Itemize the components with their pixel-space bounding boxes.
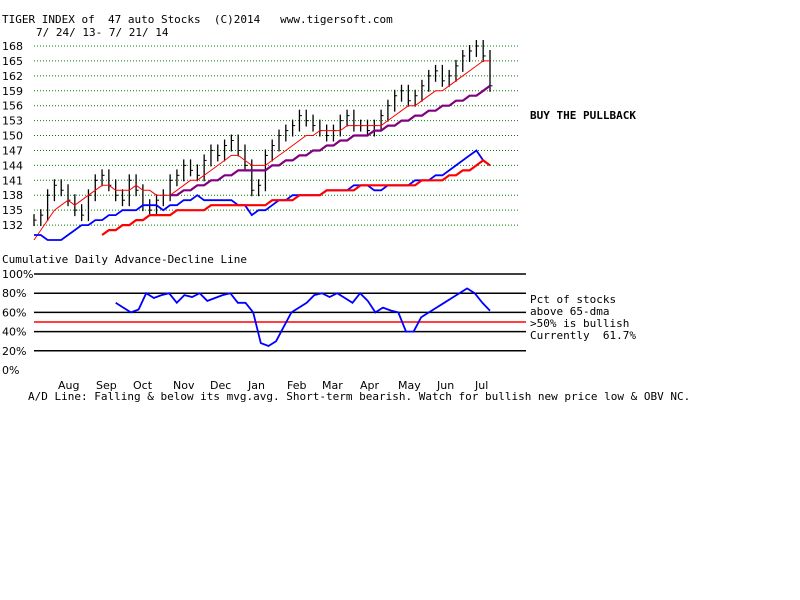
pct-tick-label: 100%: [2, 268, 33, 281]
x-label-apr: Apr: [360, 379, 380, 392]
x-axis-labels: Aug Sep Oct Nov Dec Jan Feb Mar Apr May Jun Jul: [58, 379, 488, 392]
pct-grid: [34, 273, 526, 352]
price-tick-label: 150: [2, 130, 23, 143]
footer-note: A/D Line: Falling & below its mvg.avg. S…: [28, 390, 691, 403]
legend-line-3: >50% is bullish: [530, 317, 630, 330]
lower-panel-title: Cumulative Daily Advance-Decline Line: [2, 253, 248, 266]
legend-line-1: Pct of stocks: [530, 293, 617, 306]
price-tick-label: 159: [2, 85, 23, 98]
price-tick-label: 147: [2, 144, 23, 157]
legend-line-2: above 65-dma: [530, 305, 610, 318]
price-tick-label: 135: [2, 204, 23, 217]
price-bars: [33, 40, 493, 227]
x-label-dec: Dec: [210, 379, 231, 392]
x-label-jul: Jul: [474, 379, 488, 392]
x-label-aug: Aug: [58, 379, 79, 392]
x-label-mar: Mar: [322, 379, 343, 392]
x-label-may: May: [398, 379, 421, 392]
ad-ma-line: [101, 159, 491, 236]
pct-tick-label: 20%: [2, 345, 26, 358]
price-tick-label: 132: [2, 219, 23, 232]
chart-title: TIGER INDEX of 47 auto Stocks (C)2014 ww…: [2, 13, 393, 26]
pct-tick-label: 80%: [2, 287, 26, 300]
pct-lines: [115, 287, 491, 348]
price-tick-label: 162: [2, 70, 23, 83]
pct-tick-label: 0%: [2, 364, 19, 377]
price-tick-label: 168: [2, 40, 23, 53]
price-lines: [33, 60, 491, 241]
price-tick-label: 144: [2, 159, 23, 172]
price-tick-label: 138: [2, 189, 23, 202]
price-tick-label: 153: [2, 115, 23, 128]
x-label-feb: Feb: [287, 379, 306, 392]
price-tick-label: 165: [2, 55, 23, 68]
x-label-nov: Nov: [173, 379, 195, 392]
ma21-line: [33, 60, 490, 241]
date-range: 7/ 24/ 13- 7/ 21/ 14: [36, 26, 169, 39]
pct-line: [115, 287, 491, 348]
pct-y-ticks: 0% 20% 40% 60% 80% 100%: [2, 268, 33, 377]
pct-tick-label: 40%: [2, 326, 26, 339]
price-grid: [34, 45, 520, 226]
ma65-line: [170, 84, 491, 197]
x-label-jun: Jun: [436, 379, 454, 392]
price-tick-label: 141: [2, 174, 23, 187]
pct-tick-label: 60%: [2, 306, 26, 319]
ad-line: [34, 149, 491, 241]
x-label-jan: Jan: [247, 379, 265, 392]
buy-annotation: BUY THE PULLBACK: [530, 109, 636, 122]
legend-line-4: Currently 61.7%: [530, 329, 636, 342]
price-tick-label: 156: [2, 100, 23, 113]
x-label-oct: Oct: [133, 379, 153, 392]
x-label-sep: Sep: [96, 379, 117, 392]
